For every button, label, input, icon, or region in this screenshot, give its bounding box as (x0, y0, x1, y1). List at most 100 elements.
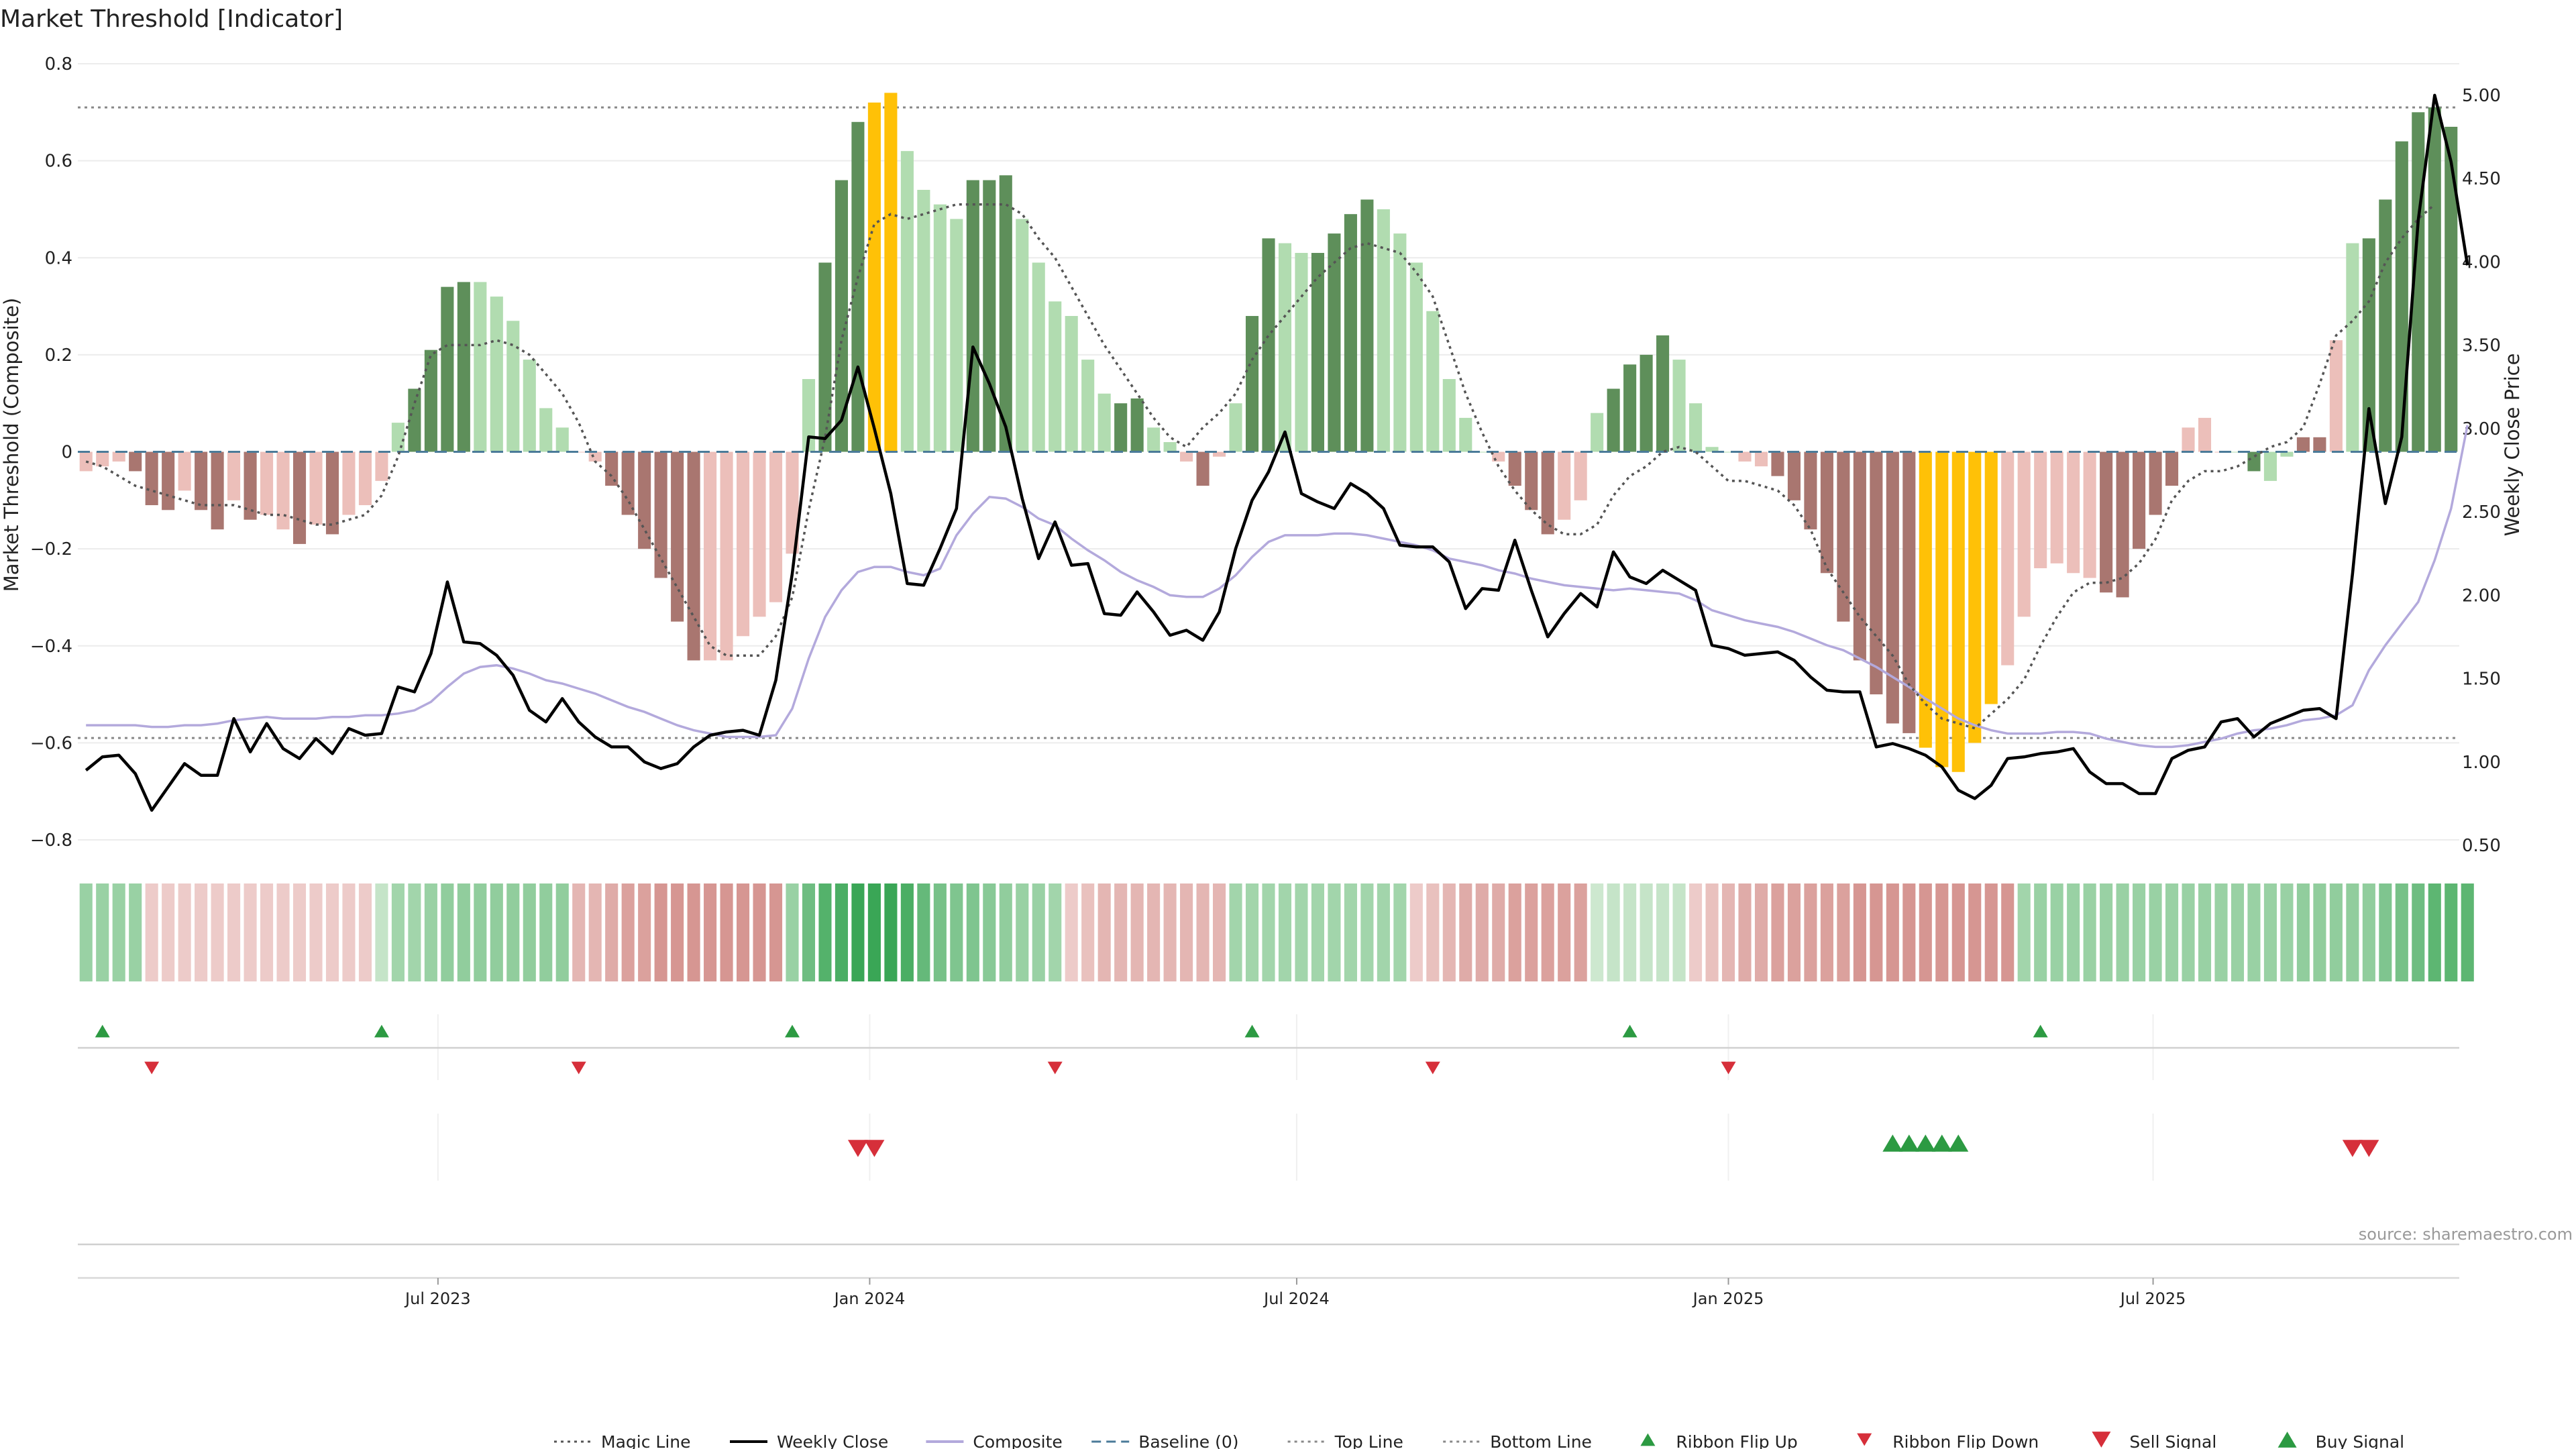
legend-label: Weekly Close (777, 1432, 888, 1449)
legend-label: Bottom Line (1490, 1432, 1592, 1449)
ribbon-cell (96, 883, 109, 981)
y-tick-label-right: 2.50 (2462, 502, 2501, 523)
ribbon-cell (276, 883, 290, 981)
ribbon-cell (1245, 883, 1259, 981)
ribbon-cell (2083, 883, 2096, 981)
ribbon-cell (1640, 883, 1653, 981)
ribbon-cell (523, 883, 536, 981)
sell-signal-marker (2342, 1140, 2363, 1157)
composite-bar (523, 360, 536, 452)
ribbon-cell (408, 883, 421, 981)
composite-bar (1295, 253, 1308, 452)
composite-bar (818, 262, 832, 452)
composite-bar (1689, 403, 1703, 452)
ribbon-cell (1771, 883, 1784, 981)
composite-bar (195, 451, 208, 511)
ribbon-cell (1262, 883, 1275, 981)
ribbon-cell (933, 883, 947, 981)
ribbon-cell (2116, 883, 2129, 981)
ribbon-cell (1180, 883, 1193, 981)
composite-bar (1097, 393, 1111, 452)
ribbon-cell (539, 883, 553, 981)
composite-bars (79, 93, 2458, 772)
ribbon-cell (1328, 883, 1341, 981)
ribbon-cell (2165, 883, 2179, 981)
composite-bar (900, 151, 914, 452)
legend-label: Buy Signal (2316, 1432, 2405, 1449)
composite-bar (704, 451, 717, 661)
composite-bar (129, 451, 142, 472)
ribbon-cell (1344, 883, 1357, 981)
composite-bar (1245, 316, 1259, 452)
composite-bar (638, 451, 651, 549)
legend-item: Baseline (0) (1091, 1432, 1239, 1449)
composite-bar (2231, 451, 2245, 453)
ribbon-cell (2395, 883, 2408, 981)
ribbon-cell (1442, 883, 1456, 981)
composite-bar (1459, 417, 1472, 452)
composite-bar (1787, 451, 1801, 500)
composite-bar (1886, 451, 1899, 724)
ribbon-cell (2329, 883, 2343, 981)
ribbon-cell (1705, 883, 1719, 981)
ribbon-cell (292, 883, 307, 981)
composite-bar (1591, 413, 1604, 452)
composite-bar (786, 451, 799, 554)
ribbon-cell (2280, 883, 2294, 981)
ribbon-cell (2296, 883, 2310, 981)
ribbon-cell (1081, 883, 1095, 981)
legend-swatch (1640, 1433, 1656, 1446)
y-axis-label-right: Weekly Close Price (2501, 354, 2524, 537)
y-axis-label-left: Market Threshold (Composite) (0, 298, 23, 592)
ribbon-cell (2362, 883, 2375, 981)
legend-item: Composite (926, 1432, 1063, 1449)
ribbon-cell (835, 883, 848, 981)
ribbon-cell (638, 883, 651, 981)
ribbon-cell (1147, 883, 1161, 981)
sell-signal-marker (847, 1140, 868, 1157)
ribbon-cell (654, 883, 667, 981)
ribbon-cell (2100, 883, 2113, 981)
ribbon-cell (162, 883, 175, 981)
composite-bar (2083, 451, 2096, 578)
y-tick-label-left: −0.6 (30, 733, 72, 753)
ribbon-cell (1130, 883, 1144, 981)
composite-bar (1229, 403, 1242, 452)
buy-signal-marker (1931, 1134, 1952, 1152)
composite-bar (1902, 451, 1916, 733)
ribbon-cell (1295, 883, 1308, 981)
composite-bar (1163, 442, 1177, 452)
y-tick-label-right: 3.00 (2462, 419, 2501, 439)
ribbon-cell (1360, 883, 1374, 981)
composite-bar (621, 451, 635, 515)
composite-bar (1426, 311, 1440, 452)
ribbon-cell (325, 883, 339, 981)
composite-bar (276, 451, 290, 530)
y-tick-label-right: 2.00 (2462, 586, 2501, 606)
composite-bar (966, 180, 979, 452)
ribbon-cell (1196, 883, 1210, 981)
composite-bar (1525, 451, 1538, 511)
ribbon-cell (1213, 883, 1226, 981)
ribbon-cell (1393, 883, 1407, 981)
ribbon-cell (884, 883, 898, 981)
composite-bar (1393, 233, 1407, 452)
y-tick-label-left: −0.8 (30, 830, 72, 851)
composite-bar (1656, 335, 1670, 452)
composite-line (86, 425, 2469, 749)
x-tick-label: Jul 2024 (1263, 1289, 1330, 1308)
ribbon-cell (145, 883, 158, 981)
composite-bar (2100, 451, 2113, 593)
composite-bar (2067, 451, 2080, 574)
ribbon-cell (917, 883, 930, 981)
ribbon-cell (441, 883, 454, 981)
ribbon-flip-down-marker (1047, 1061, 1063, 1075)
legend-label: Ribbon Flip Up (1676, 1432, 1797, 1449)
legend-label: Sell Signal (2129, 1432, 2216, 1449)
composite-bar (1196, 451, 1210, 486)
ribbon-cell (851, 883, 865, 981)
legend-label: Magic Line (601, 1432, 691, 1449)
chart-title: Market Threshold [Indicator] (0, 5, 343, 33)
ribbon-cell (129, 883, 142, 981)
y-tick-label-right: 0.50 (2462, 836, 2501, 856)
